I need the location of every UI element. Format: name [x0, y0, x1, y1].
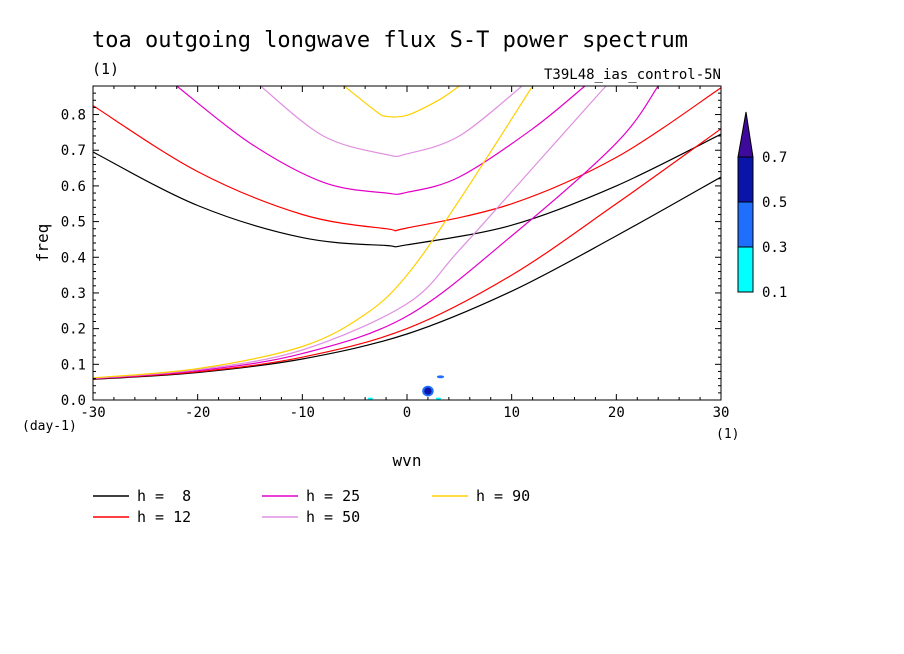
y-axis-unit: (day-1): [22, 419, 77, 434]
power-shading: [367, 375, 445, 400]
legend: h = 8 h = 12 h = 25 h = 50 h = 90: [93, 487, 530, 526]
legend-label: h = 25: [306, 487, 360, 505]
curve-ig-3: [260, 86, 523, 158]
y-tick-label: 0.4: [61, 250, 86, 266]
y-tick-label: 0.3: [61, 286, 86, 302]
legend-label: h = 12: [137, 508, 191, 526]
x-tick-label: -30: [80, 405, 105, 421]
power-blob-1: [424, 387, 432, 395]
curve-kelvin-6: [93, 128, 721, 380]
colorbar-level-label: 0.7: [762, 150, 787, 166]
y-tick-label: 0.1: [61, 357, 86, 373]
curve-ig-0: [93, 133, 721, 248]
axis-ticks: -30 -20 -10 0 10 20 30 0.0 0.1 0.2 0.3 0.4 0.5 0.6 0.7…: [61, 86, 730, 421]
colorbar-overflow-triangle: [737, 111, 754, 158]
dispersion-curves: [93, 86, 721, 380]
curve-kelvin-9: [93, 86, 534, 379]
x-tick-label: 10: [503, 405, 520, 421]
legend-label: h = 8: [137, 487, 191, 505]
colorbar-level-label: 0.1: [762, 285, 787, 301]
colorbar-box-1: [737, 201, 754, 248]
curve-ig-1: [93, 87, 721, 232]
curve-kelvin-8: [93, 86, 607, 379]
x-tick-label: 0: [403, 405, 411, 421]
colorbar-box-0: [737, 246, 754, 293]
chart-experiment-label: T39L48_ias_control-5N: [544, 67, 721, 83]
legend-label: h = 90: [476, 487, 530, 505]
curve-ig-4: [343, 86, 460, 118]
colorbar: 0.1 0.3 0.5 0.7: [737, 111, 787, 301]
legend-label: h = 50: [306, 508, 360, 526]
curve-kelvin-5: [93, 176, 721, 380]
x-tick-label: 20: [608, 405, 625, 421]
y-tick-label: 0.6: [61, 179, 86, 195]
y-axis-label: freq: [33, 224, 52, 263]
power-blob-3: [367, 397, 373, 400]
y-tick-label: 0.8: [61, 108, 86, 124]
colorbar-box-2: [737, 156, 754, 203]
chart-subtitle-units: (1): [92, 60, 119, 78]
colorbar-level-label: 0.5: [762, 195, 787, 211]
y-tick-label: 0.2: [61, 322, 86, 338]
x-tick-label: 30: [713, 405, 730, 421]
power-blob-4: [435, 397, 442, 400]
chart-title: toa outgoing longwave flux S-T power spe…: [92, 28, 688, 53]
curve-kelvin-7: [93, 86, 659, 380]
y-tick-label: 0.7: [61, 143, 86, 159]
x-tick-label: -20: [185, 405, 210, 421]
curve-ig-2: [176, 86, 586, 195]
plot-frame: [92, 85, 722, 401]
x-tick-label: -10: [290, 405, 315, 421]
x-axis-label: wvn: [393, 451, 422, 470]
y-tick-label: 0.5: [61, 215, 86, 231]
y-tick-label: 0.0: [61, 393, 86, 409]
x-axis-unit: (1): [716, 427, 739, 442]
power-blob-2: [436, 375, 445, 379]
colorbar-level-label: 0.3: [762, 240, 787, 256]
